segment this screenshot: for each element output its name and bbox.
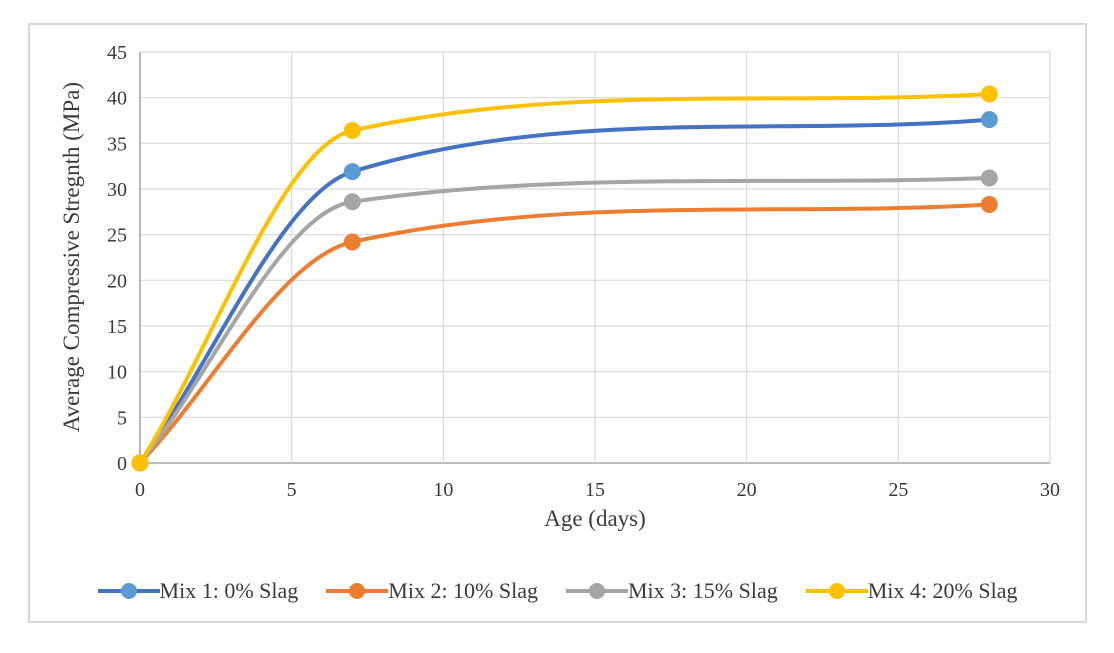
series-line-4: [138, 92, 992, 465]
data-point-marker: [980, 85, 998, 103]
legend-marker-icon: [97, 583, 160, 599]
y-tick-label: 10: [107, 362, 127, 384]
x-tick-label: 5: [287, 479, 297, 501]
legend-label: Mix 4: 20% Slag: [867, 578, 1018, 603]
legend-circle-swatch: [120, 583, 137, 599]
legend-marker-icon: [805, 583, 868, 599]
data-point-marker: [343, 233, 361, 251]
x-tick-label: 15: [585, 479, 605, 501]
y-tick-label: 25: [107, 225, 127, 247]
y-tick-label: 45: [107, 42, 127, 64]
y-tick-label: 30: [107, 179, 127, 201]
x-tick-label: 0: [135, 479, 145, 501]
legend-circle-swatch: [828, 583, 845, 599]
data-point-marker: [343, 122, 361, 140]
x-tick-label: 10: [433, 479, 453, 501]
legend-label: Mix 3: 15% Slag: [628, 578, 778, 603]
series-line-1: [138, 117, 992, 465]
legend-item-mix-4[interactable]: Mix 4: 20% Slag: [805, 578, 1018, 604]
x-tick-label: 25: [888, 479, 908, 501]
y-tick-label: 0: [117, 453, 127, 475]
legend-item-mix-3[interactable]: Mix 3: 15% Slag: [566, 578, 778, 604]
data-point-marker: [343, 163, 361, 181]
legend-marker-icon: [566, 583, 628, 599]
y-axis-title-text: Average Compressive Stregnth (MPa): [59, 82, 84, 433]
y-tick-label: 40: [107, 88, 127, 110]
legend-marker-icon: [326, 583, 389, 599]
data-point-marker: [343, 193, 361, 211]
data-point-marker: [131, 454, 149, 472]
legend-item-mix-2[interactable]: Mix 2: 10% Slag: [326, 578, 538, 604]
legend-label: Mix 2: 10% Slag: [388, 578, 538, 603]
series-line-2: [138, 202, 992, 465]
y-tick-label: 20: [107, 270, 127, 292]
x-axis-title: Age (days): [544, 506, 646, 531]
y-tick-label: 35: [107, 133, 127, 155]
y-tick-label: 5: [117, 407, 127, 429]
legend-circle-swatch: [349, 583, 366, 599]
data-point-marker: [980, 196, 998, 214]
y-axis-title: Average Compressive Stregnth (MPa): [52, 52, 92, 463]
chart-legend: Mix 1: 0% Slag Mix 2: 10% Slag Mix 3: 15…: [30, 574, 1085, 608]
legend-item-mix-1[interactable]: Mix 1: 0% Slag: [97, 578, 299, 604]
data-point-marker: [980, 111, 998, 129]
x-tick-label: 30: [1040, 479, 1060, 501]
legend-label: Mix 1: 0% Slag: [159, 578, 299, 603]
x-tick-label: 20: [737, 479, 757, 501]
data-point-marker: [980, 169, 998, 187]
legend-circle-swatch: [589, 583, 605, 599]
series-line-3: [138, 176, 992, 465]
y-tick-label: 15: [107, 316, 127, 338]
